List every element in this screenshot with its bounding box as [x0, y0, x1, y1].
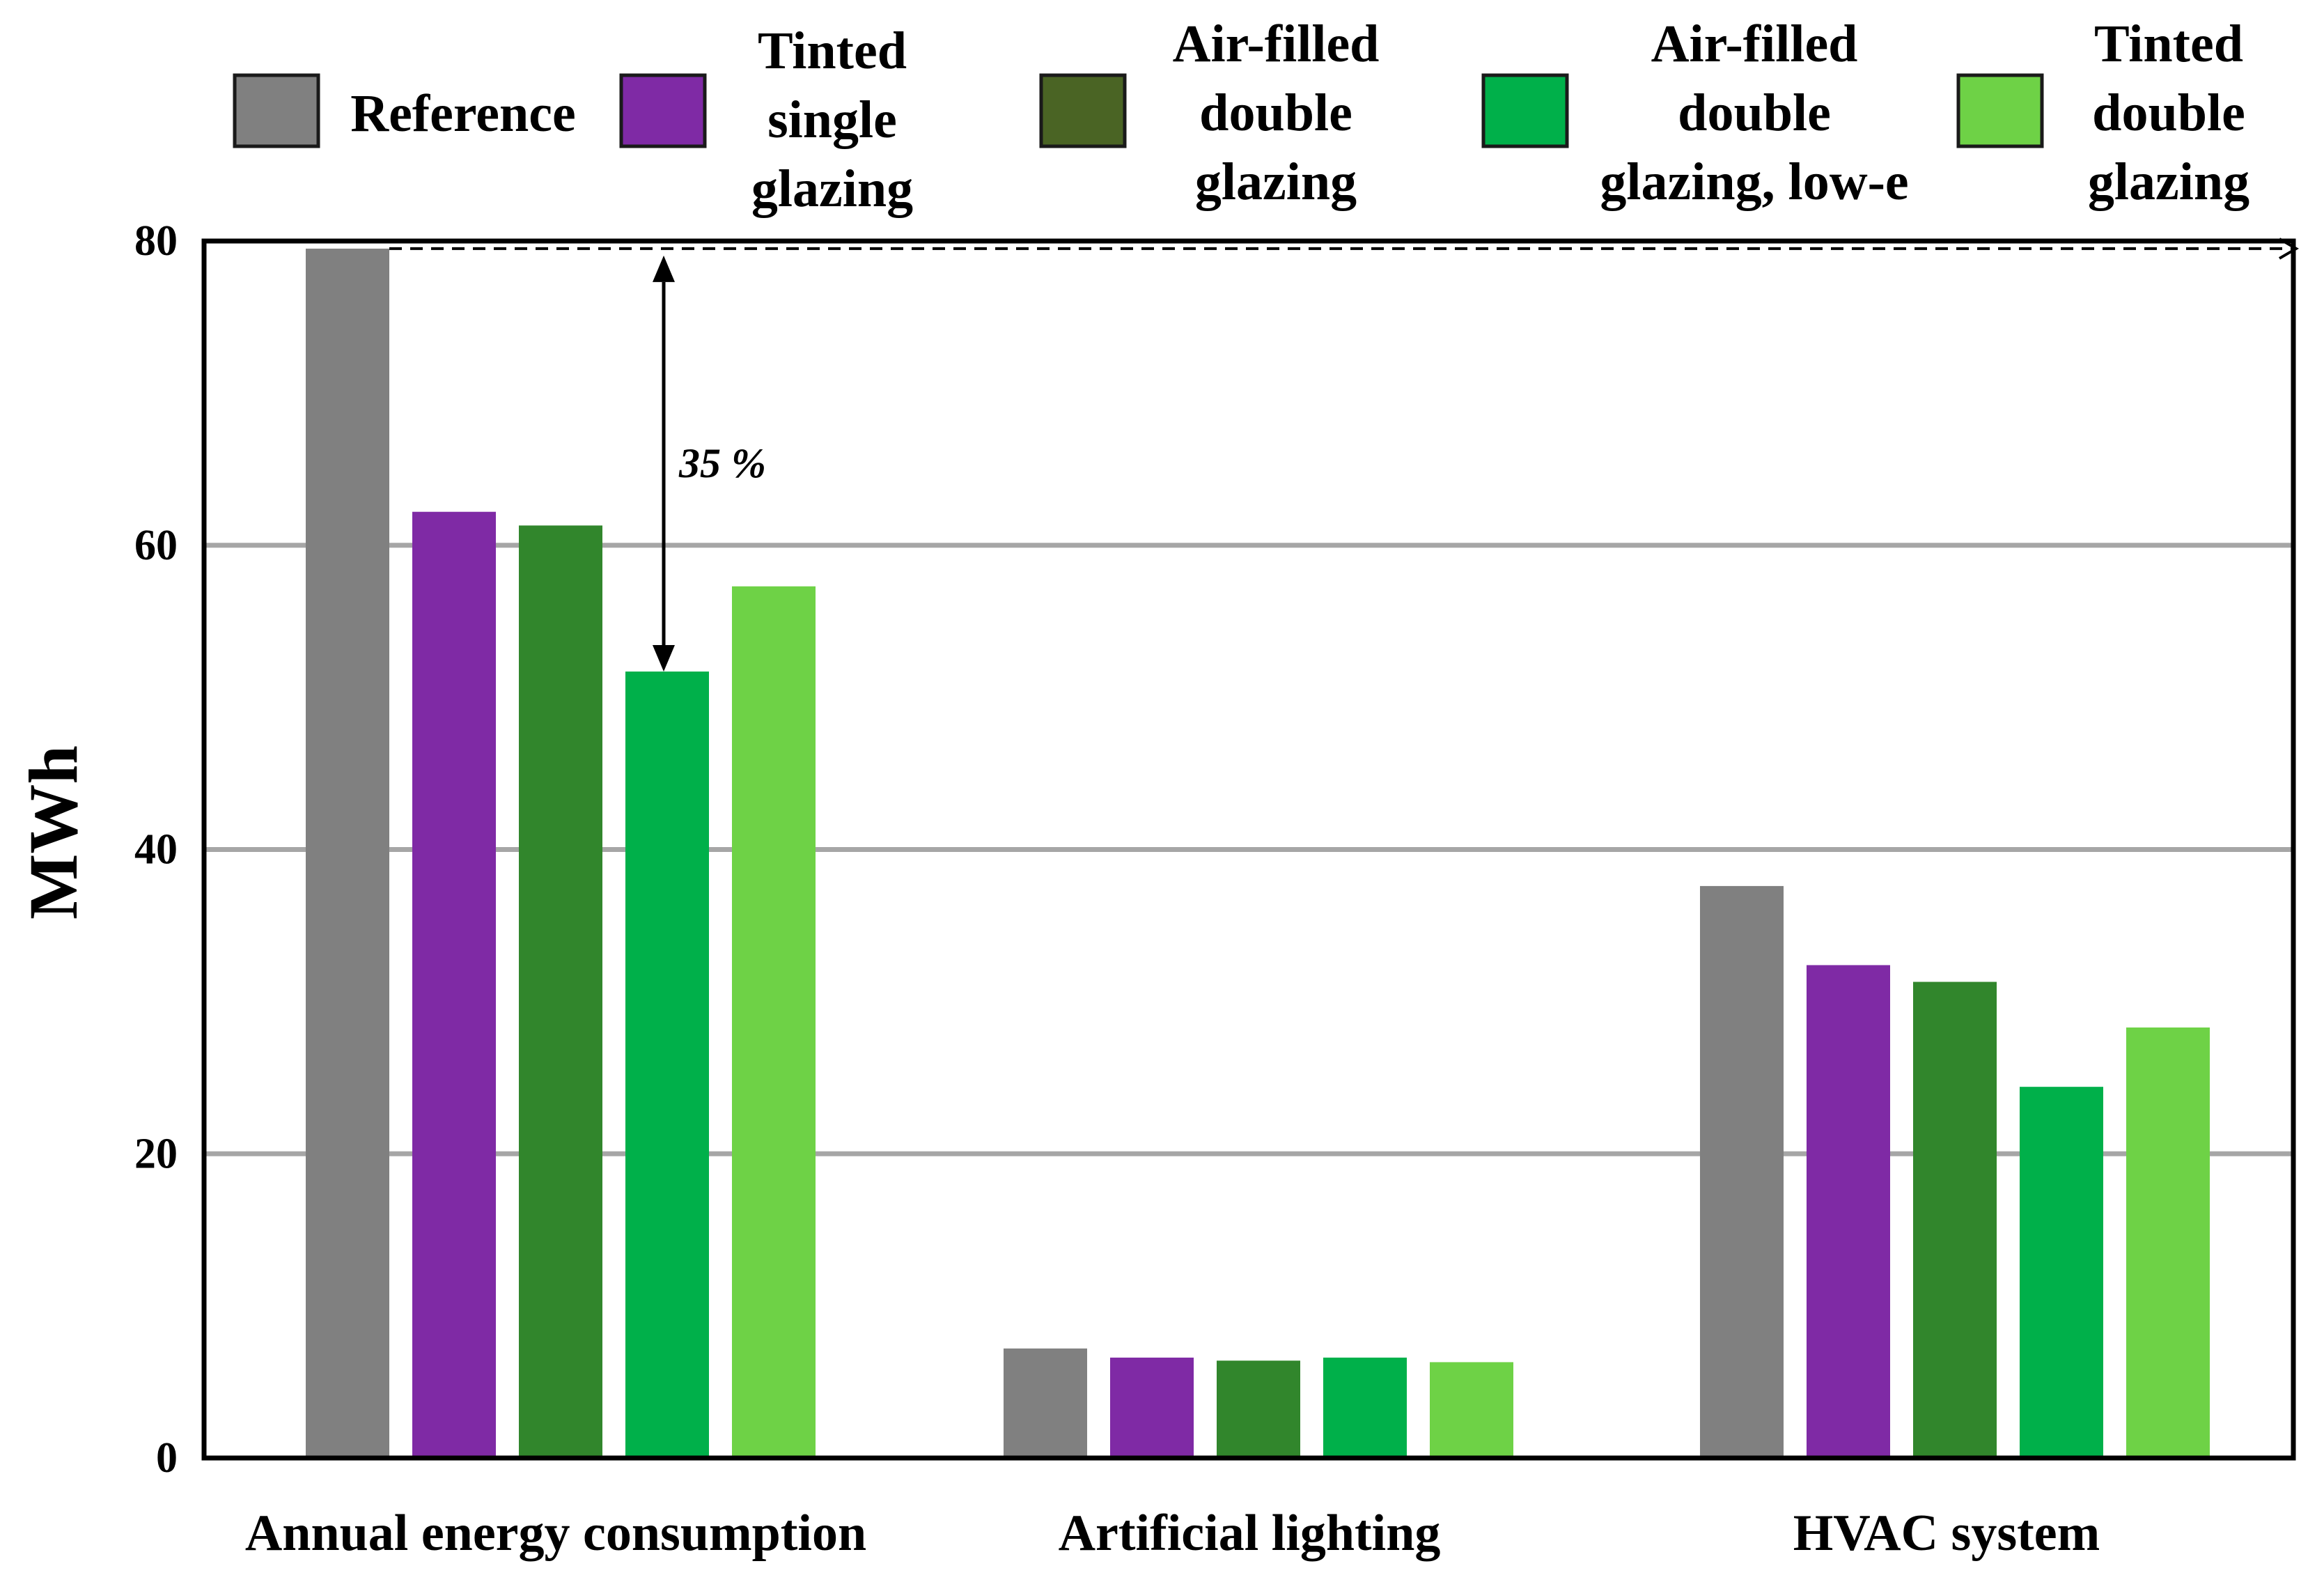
y-tick-label-20: 20 [134, 1130, 178, 1177]
x-category-label-3: HVAC system [1793, 1505, 2100, 1562]
bar-3-2 [1217, 1360, 1300, 1458]
bar-5-2 [1430, 1362, 1513, 1458]
y-tick-label-60: 60 [134, 522, 178, 569]
x-category-label-2: Artificial lighting [1059, 1505, 1441, 1562]
plot-frame [201, 238, 2296, 1461]
y-tick-label-40: 40 [134, 826, 178, 874]
bar-1-1 [306, 248, 389, 1459]
bar-5-1 [732, 586, 816, 1459]
bar-1-3 [1700, 885, 1784, 1458]
bar-4-1 [625, 672, 709, 1458]
bar-2-2 [1110, 1357, 1194, 1458]
bar-3-1 [519, 525, 602, 1458]
legend-label-5: Tinted double glazing [2088, 15, 2249, 211]
reduction-arrow-down-head [653, 645, 675, 672]
bar-1-2 [1004, 1348, 1087, 1458]
bars [306, 248, 2210, 1459]
bar-2-3 [1807, 965, 1890, 1458]
reduction-percentage-label: 35 % [678, 440, 766, 486]
axes: 0 20 40 60 80 MWh Annual energy consumption Art… [15, 217, 2296, 1562]
bar-5-3 [2126, 1027, 2210, 1458]
legend-label-2: Tinted single glazing [751, 22, 913, 218]
y-tick-label-80: 80 [134, 217, 178, 265]
bar-2-1 [412, 511, 496, 1458]
y-axis-label: MWh [15, 745, 92, 920]
legend-swatch-5 [1956, 73, 2044, 148]
legend-label-3: Air-filled double glazing [1173, 15, 1380, 211]
legend-label-4: Air-filled double glazing, low-e [1600, 15, 1908, 211]
legend-swatch-1 [233, 73, 320, 148]
legend-label-1: Reference [350, 84, 575, 143]
bar-4-2 [1323, 1357, 1407, 1458]
legend-swatch-3 [1039, 73, 1127, 148]
legend-swatch-4 [1481, 73, 1569, 148]
bar-3-3 [1913, 982, 1997, 1458]
bar-4-3 [2020, 1087, 2103, 1458]
legend: Reference Tinted single glazing Air-filled do… [233, 15, 2249, 218]
annotation: 35 % [389, 238, 2299, 672]
x-category-label-1: Annual energy consumption [245, 1505, 866, 1562]
reduction-arrow-up-head [653, 255, 675, 282]
legend-swatch-2 [619, 73, 707, 148]
y-tick-label-0: 0 [156, 1434, 178, 1482]
